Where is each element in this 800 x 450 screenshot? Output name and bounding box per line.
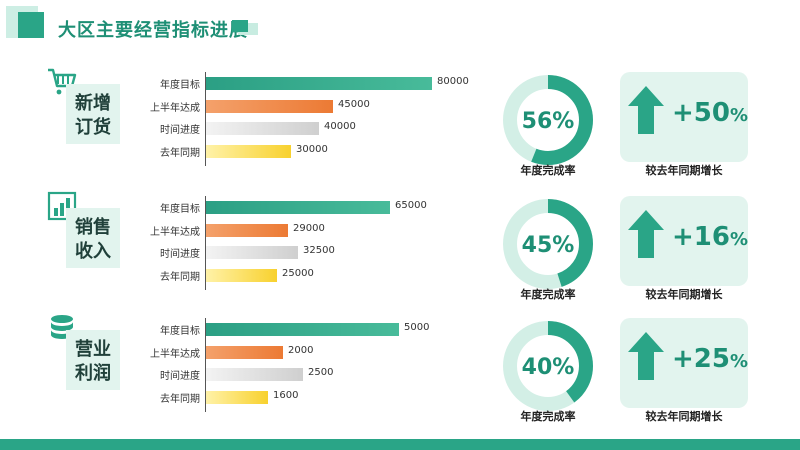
- bar-value-label: 45000: [338, 98, 370, 110]
- bar-axis: [205, 196, 206, 290]
- bar-category-label: 年度目标: [160, 326, 200, 337]
- title-decor-dark: [232, 20, 248, 32]
- bar-row-last-year: 去年同期 30000: [0, 141, 560, 163]
- growth-caption: 较去年同期增长: [645, 164, 723, 177]
- bar-row-half-year: 上半年达成 29000: [0, 220, 560, 242]
- bar-value-label: 65000: [395, 200, 427, 211]
- bar-row-last-year: 去年同期 1600: [0, 387, 560, 409]
- bar-row-time-progress: 时间进度 32500: [0, 242, 560, 264]
- bar-value-label: 40000: [324, 121, 356, 132]
- bar-category-label: 去年同期: [160, 393, 200, 405]
- section-label-block: 销售 收入: [66, 208, 120, 268]
- growth-value: +16%: [672, 222, 749, 252]
- section-label-block: 新增 订货: [66, 84, 120, 144]
- bar-time-progress: [206, 368, 303, 381]
- kpi-section-2: 销售 收入 年度目标 65000 上半年达成 29000 时间进度 32500 去年同期 2500…: [0, 190, 800, 310]
- section-label-block: 营业 利润: [66, 330, 120, 390]
- completion-donut: 45%: [503, 199, 593, 289]
- bar-row-time-progress: 时间进度 2500: [0, 364, 560, 386]
- bar-value-label: 80000: [437, 76, 469, 87]
- bar-last-year: [206, 268, 277, 282]
- bar-row-target: 年度目标 65000: [0, 197, 560, 219]
- growth-card: +50%: [620, 72, 748, 162]
- growth-card: +16%: [620, 196, 748, 286]
- bar-category-label: 上半年达成: [150, 226, 200, 238]
- bar-row-last-year: 去年同期 25000: [0, 265, 560, 287]
- bar-category-label: 年度目标: [160, 80, 200, 91]
- up-arrow-icon: [628, 332, 664, 380]
- up-arrow-icon: [628, 86, 664, 134]
- bar-value-label: 25000: [282, 267, 314, 279]
- bar-value-label: 30000: [296, 143, 328, 155]
- completion-percent-label: 56%: [522, 109, 575, 134]
- section-title: 新增 订货: [75, 93, 111, 138]
- bar-category-label: 上半年达成: [150, 348, 200, 360]
- page-title: 大区主要经营指标进展: [58, 20, 248, 41]
- bar-category-label: 时间进度: [160, 249, 200, 260]
- completion-caption: 年度完成率: [520, 164, 576, 177]
- donut-progress-arc: [503, 199, 593, 289]
- bar-time-progress: [206, 246, 298, 259]
- section-title: 营业 利润: [75, 339, 111, 384]
- bar-target: [206, 201, 390, 214]
- bar-category-label: 时间进度: [160, 125, 200, 136]
- bar-category-label: 去年同期: [160, 271, 200, 283]
- bar-last-year: [206, 390, 268, 404]
- bar-axis: [205, 318, 206, 412]
- bar-value-label: 5000: [404, 322, 430, 333]
- completion-percent-label: 40%: [522, 355, 575, 380]
- bottom-accent-bar: [0, 439, 800, 450]
- bar-category-label: 上半年达成: [150, 102, 200, 114]
- header-decor-square-dark: [18, 12, 44, 38]
- donut-progress-arc: [503, 75, 593, 165]
- bar-half-year: [206, 345, 283, 359]
- kpi-section-1: 新增 订货 年度目标 80000 上半年达成 45000 时间进度 40000 去年同期 3000…: [0, 66, 800, 186]
- bar-half-year: [206, 223, 288, 237]
- growth-card: +25%: [620, 318, 748, 408]
- bar-row-target: 年度目标 80000: [0, 73, 560, 95]
- bar-row-half-year: 上半年达成 2000: [0, 342, 560, 364]
- bar-value-label: 32500: [303, 245, 335, 256]
- bar-half-year: [206, 99, 333, 113]
- kpi-section-3: 营业 利润 年度目标 5000 上半年达成 2000 时间进度 2500 去年同期 1600 40%…: [0, 312, 800, 432]
- bar-axis: [205, 72, 206, 166]
- bar-value-label: 2000: [288, 344, 314, 356]
- bar-category-label: 去年同期: [160, 147, 200, 159]
- bar-last-year: [206, 144, 291, 158]
- completion-donut: 56%: [503, 75, 593, 165]
- bar-value-label: 1600: [273, 389, 299, 401]
- growth-caption: 较去年同期增长: [645, 410, 723, 423]
- bar-target: [206, 77, 432, 90]
- growth-caption: 较去年同期增长: [645, 288, 723, 301]
- completion-donut: 40%: [503, 321, 593, 411]
- donut-progress-arc: [503, 321, 593, 411]
- completion-caption: 年度完成率: [520, 288, 576, 301]
- bar-value-label: 29000: [293, 222, 325, 234]
- up-arrow-icon: [628, 210, 664, 258]
- bar-value-label: 2500: [308, 367, 334, 378]
- section-title: 销售 收入: [75, 217, 111, 262]
- bar-category-label: 年度目标: [160, 204, 200, 215]
- bar-row-time-progress: 时间进度 40000: [0, 118, 560, 140]
- bar-category-label: 时间进度: [160, 371, 200, 382]
- bar-row-half-year: 上半年达成 45000: [0, 96, 560, 118]
- growth-value: +50%: [672, 98, 749, 128]
- growth-value: +25%: [672, 344, 749, 374]
- bar-chart-icon: [46, 190, 78, 222]
- completion-caption: 年度完成率: [520, 410, 576, 423]
- completion-percent-label: 45%: [522, 233, 575, 258]
- bar-target: [206, 323, 399, 336]
- bar-row-target: 年度目标 5000: [0, 319, 560, 341]
- bar-time-progress: [206, 122, 319, 135]
